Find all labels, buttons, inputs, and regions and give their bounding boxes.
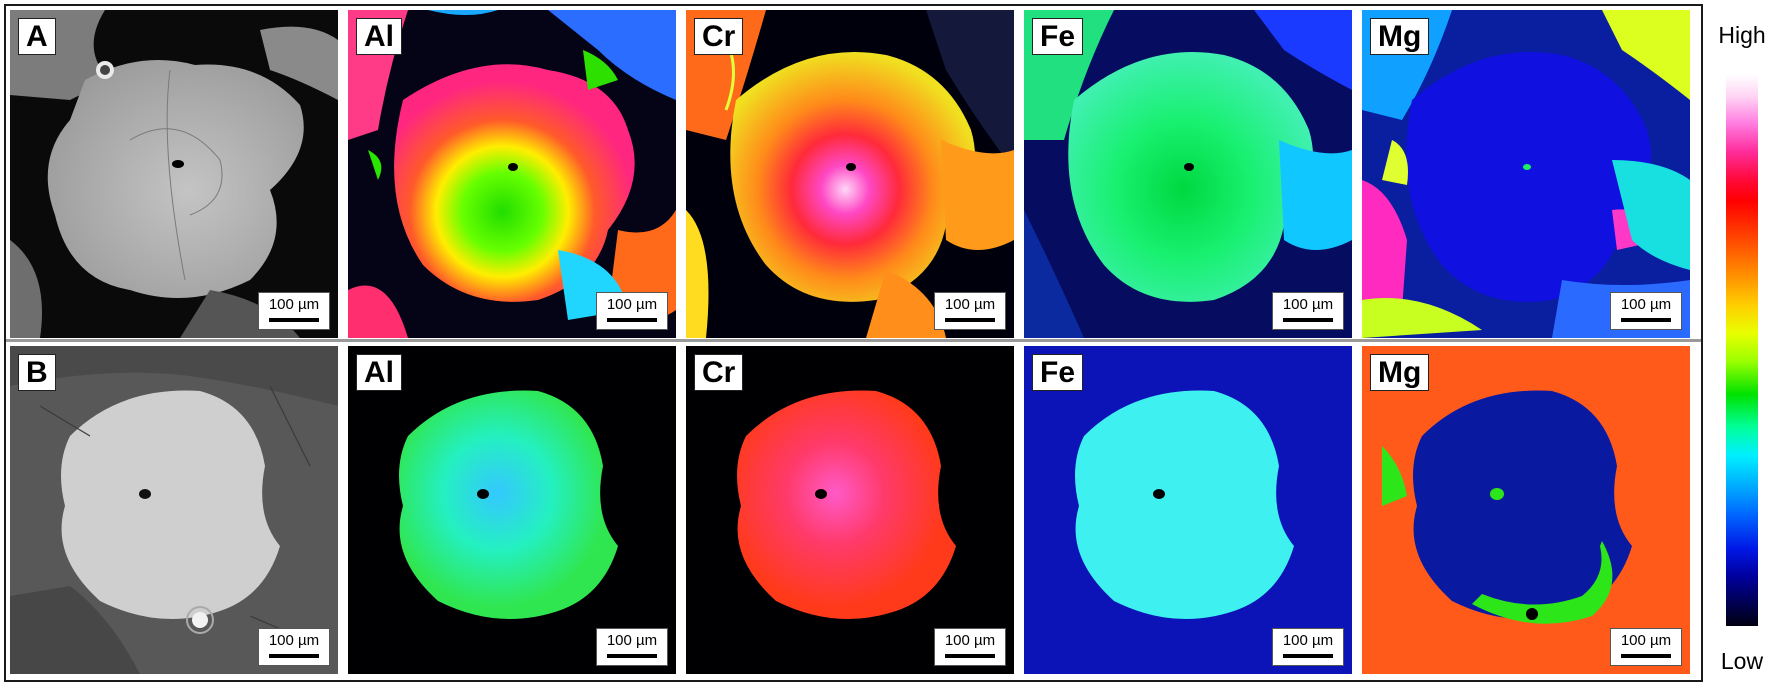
bse-map-image (10, 346, 338, 674)
panel-a-al: Al 100 µm (348, 10, 676, 338)
scale-line (1283, 318, 1333, 322)
panel-a-fe: Fe 100 µm (1024, 10, 1352, 338)
scale-line (945, 318, 995, 322)
scale-bar: 100 µm (1610, 292, 1682, 330)
scale-bar: 100 µm (596, 628, 668, 666)
scale-line (1283, 654, 1333, 658)
mg-map-image (1362, 10, 1690, 338)
panel-label: B (18, 354, 56, 391)
panel-label: Al (356, 354, 402, 391)
scale-label: 100 µm (268, 296, 320, 313)
panel-label: Mg (1370, 18, 1430, 55)
scale-line (1621, 654, 1671, 658)
cr-map-image (686, 10, 1014, 338)
scale-bar: 100 µm (934, 292, 1006, 330)
scale-line (269, 654, 319, 658)
panel-b-bse: B 100 µm (10, 346, 338, 674)
scale-line (1621, 318, 1671, 322)
scale-bar: 100 µm (258, 292, 330, 330)
scale-label: 100 µm (606, 296, 658, 313)
panel-label: Cr (694, 18, 744, 55)
panel-b-mg: Mg 100 µm (1362, 346, 1690, 674)
scale-bar: 100 µm (1610, 628, 1682, 666)
scale-line (607, 654, 657, 658)
panel-label: A (18, 18, 56, 55)
row-divider (6, 339, 1701, 342)
colorbar-high-label: High (1718, 22, 1766, 48)
panel-label: Fe (1032, 18, 1084, 55)
panel-a-mg: Mg 100 µm (1362, 10, 1690, 338)
scale-bar: 100 µm (596, 292, 668, 330)
scale-bar: 100 µm (934, 628, 1006, 666)
scale-bar: 100 µm (1272, 628, 1344, 666)
panel-a-bse: A 100 µm (10, 10, 338, 338)
colorbar-gradient (1726, 74, 1758, 626)
panel-b-al: Al 100 µm (348, 346, 676, 674)
panel-label: Mg (1370, 354, 1430, 391)
scale-label: 100 µm (944, 632, 996, 649)
colorbar-low-label: Low (1720, 648, 1764, 674)
colorbar: High Low (1708, 0, 1774, 686)
panel-label: Cr (694, 354, 744, 391)
scale-label: 100 µm (1282, 296, 1334, 313)
fe-map-image (1024, 346, 1352, 674)
scale-label: 100 µm (1620, 296, 1672, 313)
panel-label: Al (356, 18, 402, 55)
scale-label: 100 µm (1282, 632, 1334, 649)
scale-label: 100 µm (268, 632, 320, 649)
panel-b-fe: Fe 100 µm (1024, 346, 1352, 674)
scale-label: 100 µm (606, 632, 658, 649)
panel-b-cr: Cr 100 µm (686, 346, 1014, 674)
panel-a-cr: Cr 100 µm (686, 10, 1014, 338)
bse-map-image (10, 10, 338, 338)
scale-line (269, 318, 319, 322)
scale-bar: 100 µm (258, 628, 330, 666)
panel-label: Fe (1032, 354, 1084, 391)
scale-line (945, 654, 995, 658)
scale-label: 100 µm (944, 296, 996, 313)
al-map-image (348, 10, 676, 338)
mg-map-image (1362, 346, 1690, 674)
scale-bar: 100 µm (1272, 292, 1344, 330)
fe-map-image (1024, 10, 1352, 338)
scale-line (607, 318, 657, 322)
cr-map-image (686, 346, 1014, 674)
al-map-image (348, 346, 676, 674)
scale-label: 100 µm (1620, 632, 1672, 649)
